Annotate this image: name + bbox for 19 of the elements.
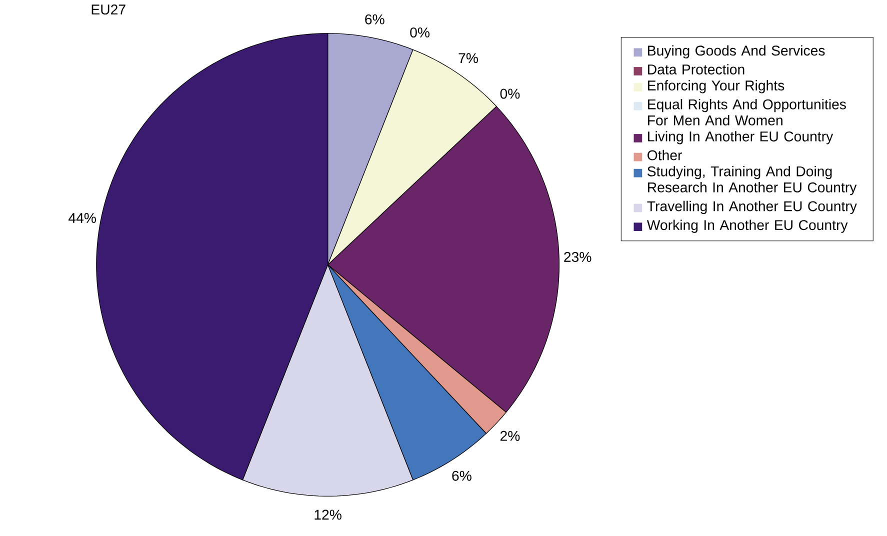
data-label: 2% — [500, 430, 520, 441]
legend-label: Studying, Training And Doing Research In Another EU Country — [648, 166, 857, 196]
data-label: 7% — [458, 53, 478, 64]
text: 0% — [500, 88, 520, 99]
legend-label: Data Protection — [648, 64, 744, 74]
data-label: 12% — [314, 510, 342, 520]
text: 0% — [410, 27, 430, 38]
data-label: 23% — [564, 252, 592, 262]
legend-label: Buying Goods And Services — [648, 45, 825, 58]
legend-label: Travelling In Another EU Country — [647, 200, 857, 214]
legend-label: Working In Another EU Country — [646, 220, 848, 233]
legend-label: Other — [648, 150, 682, 160]
chart-title: EU27 — [92, 4, 126, 15]
data-label: 6% — [452, 470, 472, 481]
data-label: 6% — [365, 14, 384, 24]
legend-label: Enforcing Your Rights — [648, 80, 784, 94]
legend-label: Equal Rights And Opportunities For Men And Women — [648, 98, 846, 126]
data-label: 44% — [68, 213, 96, 223]
legend-label: Living In Another EU Country — [648, 131, 834, 144]
